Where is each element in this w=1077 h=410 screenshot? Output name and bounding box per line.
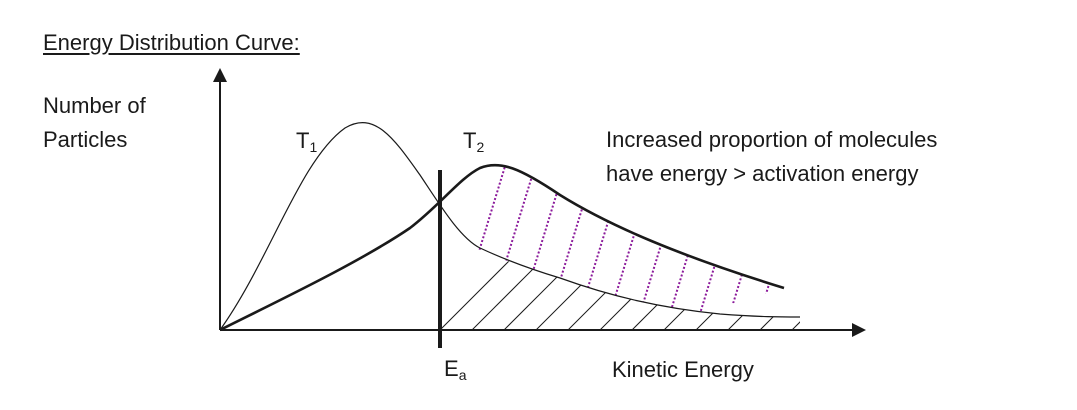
- x-axis-arrowhead: [852, 323, 866, 337]
- y-axis-label-line-2: Particles: [43, 127, 128, 152]
- annotation-line-1: Increased proportion of molecules: [606, 127, 938, 152]
- curve-t1: [219, 122, 801, 331]
- hatch-line-t1: [814, 220, 934, 340]
- label-t1: T1: [296, 128, 317, 155]
- hatch-line-t1: [910, 220, 1030, 340]
- hatch-line-t2: [845, 150, 900, 330]
- label-activation-energy: Ea: [444, 356, 467, 383]
- hatch-line-t2: [724, 166, 781, 314]
- hatch-line-t2: [815, 150, 870, 330]
- hatch-line-t2: [484, 166, 541, 314]
- hatch-line-t2: [694, 166, 751, 314]
- hatch-line-t1: [717, 232, 800, 330]
- x-axis-label: Kinetic Energy: [612, 357, 754, 382]
- hatch-line-t2: [754, 166, 784, 314]
- hatch-region-t2: [454, 150, 900, 330]
- hatch-line-t1: [846, 220, 966, 340]
- hatch-line-t2: [454, 166, 511, 314]
- y-axis-label: Number of Particles: [43, 89, 146, 157]
- hatch-line-t1: [878, 220, 998, 340]
- hatch-line-t1: [440, 232, 551, 330]
- label-t2: T2: [463, 128, 484, 155]
- hatch-line-t1: [781, 232, 800, 330]
- hatch-line-t1: [557, 232, 679, 330]
- annotation: Increased proportion of molecules have e…: [606, 123, 937, 191]
- hatch-line-t2: [785, 150, 840, 330]
- hatch-region-t1: [440, 220, 1030, 340]
- annotation-line-2: have energy > activation energy: [606, 161, 919, 186]
- curve-t2: [219, 163, 785, 332]
- hatch-line-t2: [634, 166, 691, 314]
- hatch-line-t1: [493, 232, 615, 330]
- hatch-line-t2: [664, 166, 721, 314]
- y-axis-label-line-1: Number of: [43, 93, 146, 118]
- hatch-line-t1: [685, 232, 800, 330]
- hatch-line-t2: [514, 166, 571, 314]
- hatch-line-t2: [544, 166, 601, 314]
- diagram-title: Energy Distribution Curve:: [43, 30, 300, 55]
- hatch-line-t1: [621, 232, 743, 330]
- hatch-line-t1: [749, 232, 800, 330]
- y-axis-arrowhead: [213, 68, 227, 82]
- hatch-line-t2: [574, 166, 631, 314]
